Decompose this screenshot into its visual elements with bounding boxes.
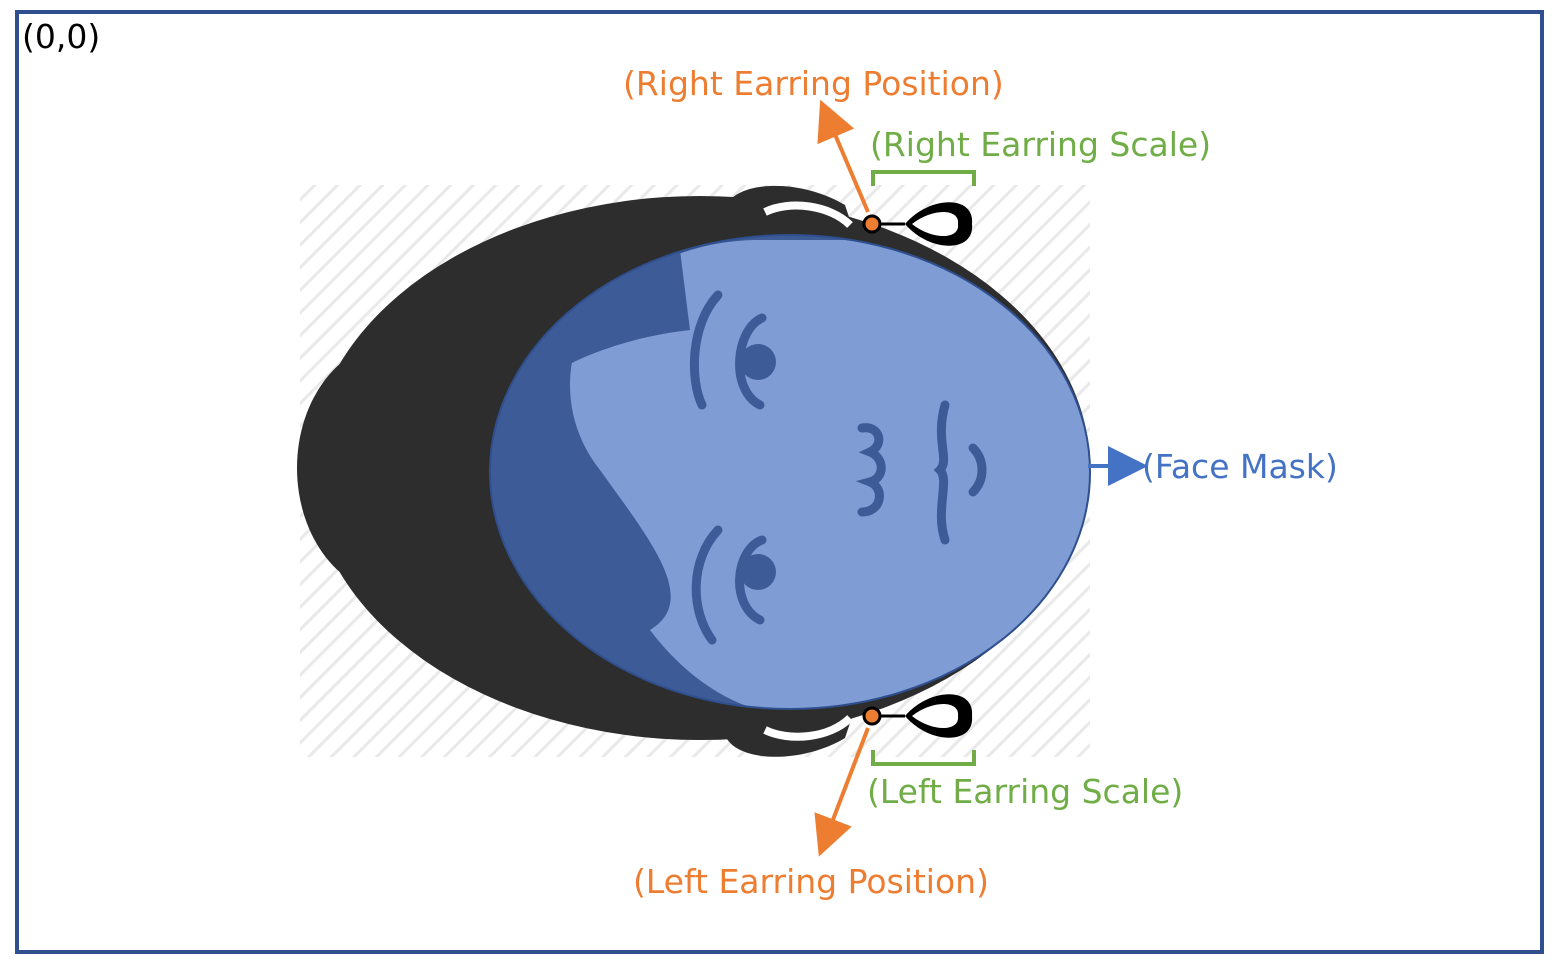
right-earring-scale-label: (Right Earring Scale) bbox=[870, 125, 1211, 164]
right-earring bbox=[862, 202, 973, 246]
left-earring-scale-bracket bbox=[871, 750, 976, 766]
hair-highlight-bottom bbox=[763, 714, 853, 741]
right-eye bbox=[740, 344, 776, 380]
hair-highlight-top bbox=[763, 201, 853, 228]
left-earring-position-arrow bbox=[814, 727, 870, 857]
facial-features bbox=[689, 290, 987, 645]
face-mask-ellipse bbox=[489, 234, 1091, 710]
right-earring-position-label: (Right Earring Position) bbox=[623, 64, 1004, 103]
left-earring-position-label: (Left Earring Position) bbox=[633, 862, 989, 901]
origin-label: (0,0) bbox=[22, 17, 100, 56]
left-eye bbox=[740, 554, 776, 590]
right-earring-scale-bracket bbox=[871, 170, 976, 186]
face-mask-label: (Face Mask) bbox=[1142, 447, 1338, 486]
left-earring bbox=[862, 694, 973, 738]
right-earring-position-arrow bbox=[817, 99, 870, 213]
left-earring-scale-label: (Left Earring Scale) bbox=[867, 772, 1183, 811]
